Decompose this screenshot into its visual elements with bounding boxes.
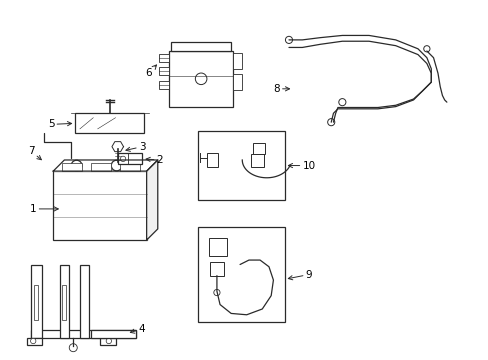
Polygon shape [146, 160, 158, 240]
Circle shape [213, 289, 220, 296]
Bar [31, 330, 135, 338]
Circle shape [285, 36, 292, 44]
Bar [159, 54, 168, 62]
Bar [197, 131, 284, 200]
Bar [100, 338, 115, 345]
Bar [251, 154, 263, 167]
Bar [34, 284, 38, 320]
Text: 5: 5 [48, 120, 71, 129]
Bar [208, 238, 226, 256]
Circle shape [111, 160, 122, 171]
Circle shape [30, 338, 36, 344]
Bar [168, 51, 233, 107]
Circle shape [327, 118, 334, 126]
Circle shape [338, 99, 345, 106]
Bar [233, 53, 242, 69]
Polygon shape [53, 160, 158, 171]
Bar [171, 42, 231, 51]
Bar [26, 338, 42, 345]
Bar [197, 227, 284, 322]
Text: 8: 8 [273, 84, 289, 94]
Text: 2: 2 [146, 155, 163, 165]
Bar [210, 262, 223, 276]
Bar [233, 75, 242, 90]
Bar [91, 163, 111, 171]
Bar [80, 265, 89, 338]
Bar [62, 163, 82, 171]
Bar [75, 113, 144, 133]
Bar [60, 265, 69, 338]
Text: 3: 3 [126, 141, 145, 152]
Circle shape [69, 344, 77, 352]
Circle shape [423, 46, 429, 52]
Bar [118, 153, 142, 165]
Polygon shape [112, 141, 123, 152]
Text: 9: 9 [288, 270, 312, 280]
Bar [253, 143, 264, 154]
Text: 10: 10 [288, 161, 315, 171]
Bar [61, 284, 66, 320]
Text: 1: 1 [30, 204, 58, 214]
Text: 4: 4 [130, 324, 145, 334]
Bar [53, 171, 146, 240]
Circle shape [195, 73, 206, 85]
Circle shape [106, 338, 111, 344]
Bar [120, 163, 140, 171]
Circle shape [71, 160, 82, 171]
Bar [31, 265, 42, 338]
Text: 6: 6 [145, 65, 156, 78]
Text: 7: 7 [28, 146, 41, 160]
Bar [159, 67, 168, 76]
Circle shape [120, 156, 125, 162]
Bar [159, 81, 168, 89]
Bar [91, 330, 135, 338]
Bar [206, 153, 217, 167]
